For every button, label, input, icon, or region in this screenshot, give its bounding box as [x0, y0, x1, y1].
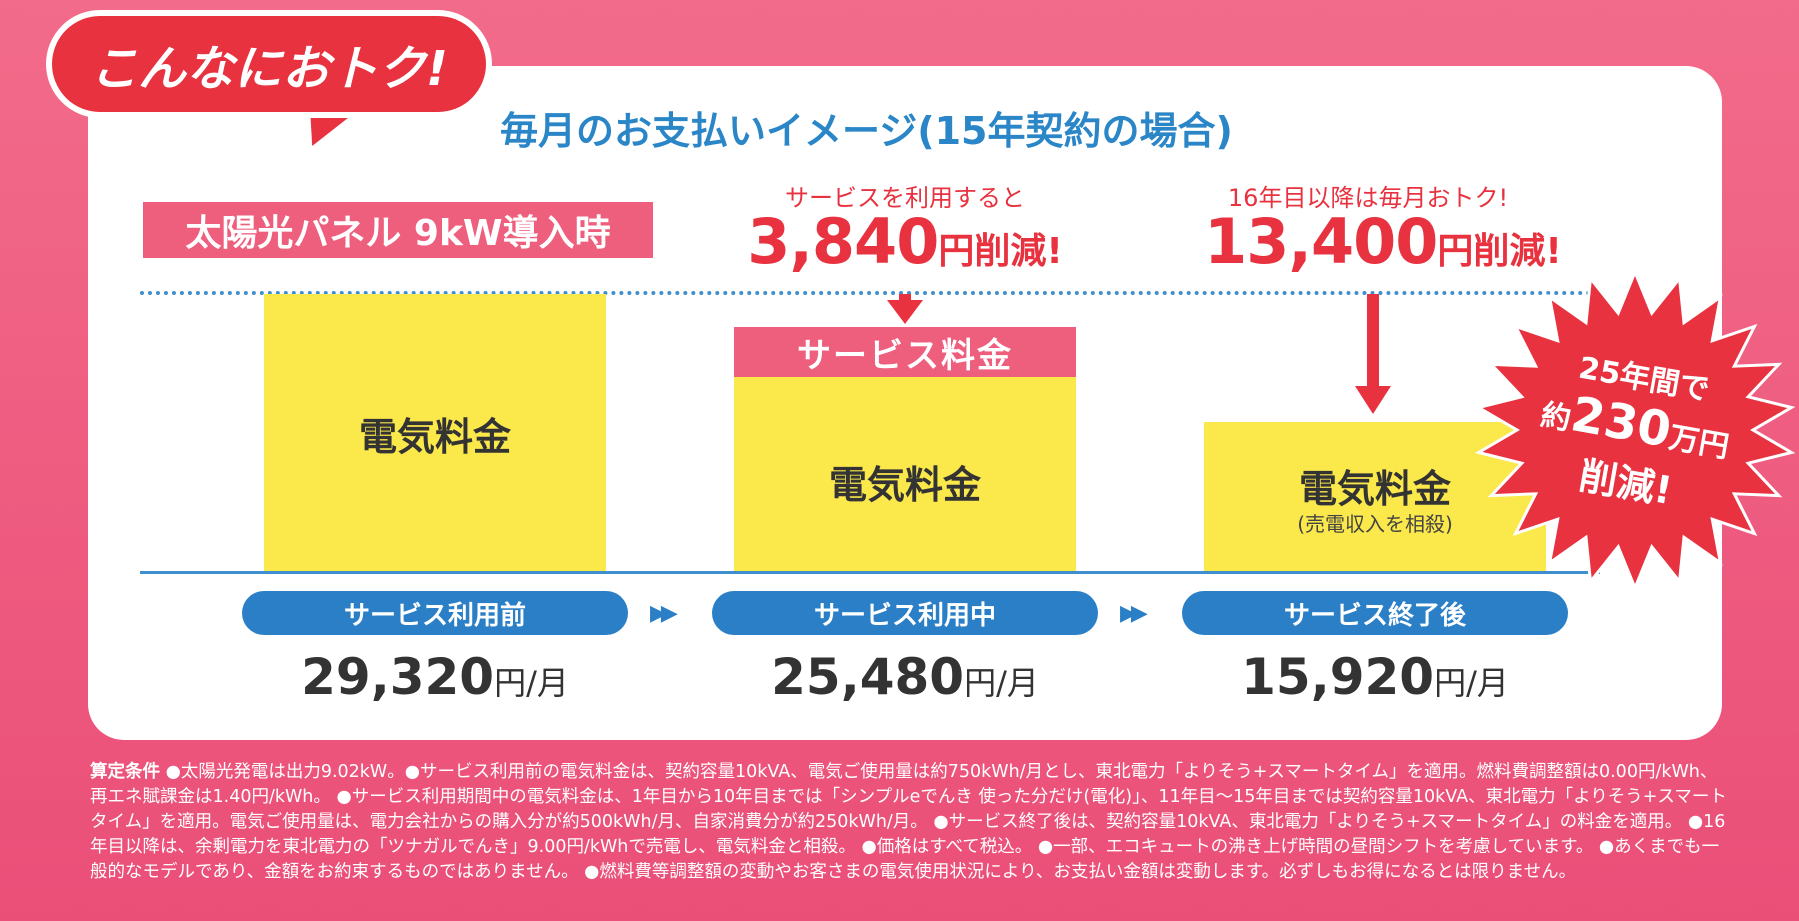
starburst-line2-suffix: 万円: [1666, 419, 1732, 465]
price-before-value: 29,320: [301, 648, 495, 706]
price-before: 29,320円/月: [242, 648, 628, 706]
spec-label: 太陽光パネル 9kW導入時: [143, 202, 653, 258]
price-during-value: 25,480: [771, 648, 965, 706]
price-after: 15,920円/月: [1182, 648, 1568, 706]
arrow-right-shaft: [1367, 294, 1379, 386]
footnote-body: ●太陽光発電は出力9.02kW。●サービス利用前の電気料金は、契約容量10kVA…: [90, 762, 1727, 882]
bar-before-label: 電気料金: [358, 415, 511, 459]
footnote: 算定条件 ●太陽光発電は出力9.02kW。●サービス利用前の電気料金は、契約容量…: [90, 760, 1730, 885]
saving-right: 13,400円削減!: [1188, 205, 1578, 278]
saving-right-suffix: 円削減!: [1437, 231, 1562, 272]
starburst-badge: [1474, 270, 1796, 590]
baseline: [140, 571, 1600, 574]
badge-text: こんなにおトク!: [90, 41, 448, 97]
saving-right-amount: 13,400: [1204, 205, 1438, 278]
price-during-unit: 円/月: [964, 664, 1039, 702]
saving-mid-suffix: 円削減!: [938, 231, 1063, 272]
price-after-unit: 円/月: [1434, 664, 1509, 702]
dotted-reference-line: [140, 291, 1600, 295]
stage-pill-after: サービス終了後: [1182, 591, 1568, 635]
bar-after-sublabel: (売電収入を相殺): [1297, 512, 1453, 536]
bar-during-label: 電気料金: [828, 463, 981, 507]
stage-pill-before: サービス利用前: [242, 591, 628, 635]
arrow-right-head-icon: [1355, 386, 1391, 414]
bar-after-label: 電気料金: [1298, 467, 1451, 511]
price-during: 25,480円/月: [712, 648, 1098, 706]
chevron-right-icon: ▶▶: [650, 601, 678, 626]
starburst-text: 25年間で 約230万円 削減!: [1445, 244, 1799, 616]
bar-service-fee: サービス料金: [734, 327, 1076, 377]
price-after-value: 15,920: [1241, 648, 1435, 706]
saving-mid: 3,840円削減!: [720, 205, 1090, 278]
badge-bubble: こんなにおトク!: [46, 10, 492, 118]
saving-mid-caption: サービスを利用すると: [785, 184, 1025, 212]
bar-before: 電気料金: [264, 294, 606, 571]
bar-during: 電気料金: [734, 377, 1076, 571]
arrow-mid-shaft: [899, 294, 911, 302]
arrow-mid-head-icon: [887, 300, 923, 324]
saving-right-caption: 16年目以降は毎月おトク!: [1227, 184, 1509, 212]
saving-mid-amount: 3,840: [747, 205, 939, 278]
price-before-unit: 円/月: [494, 664, 569, 702]
footnote-lead: 算定条件: [90, 762, 160, 782]
page-title: 毎月のお支払いイメージ(15年契約の場合): [500, 109, 1233, 153]
stage-pill-during: サービス利用中: [712, 591, 1098, 635]
chevron-right-icon: ▶▶: [1120, 601, 1148, 626]
